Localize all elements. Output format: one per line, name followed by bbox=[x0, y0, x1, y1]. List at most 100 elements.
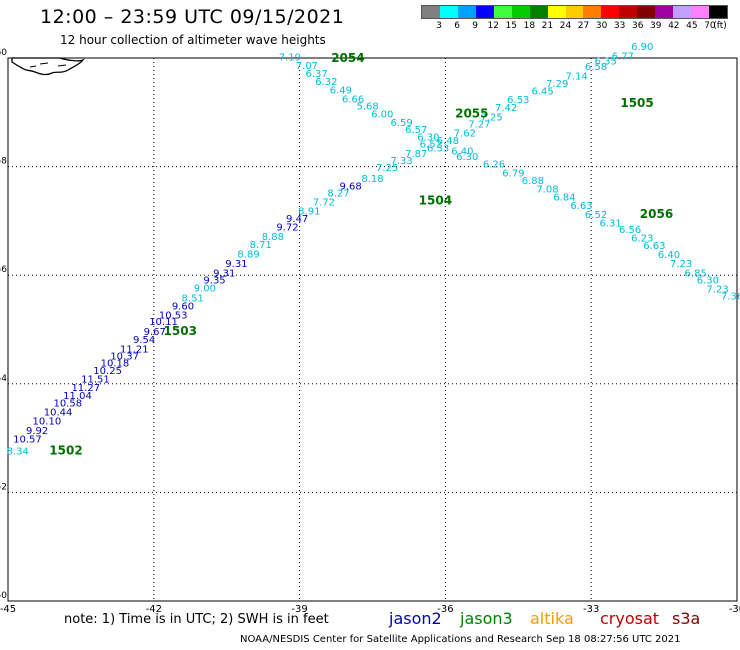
colorbar-tick-label: 42 bbox=[668, 21, 680, 31]
pass-number-label: 2055 bbox=[455, 107, 488, 121]
colorbar-swatch bbox=[583, 6, 602, 18]
wave-height-label: 6.63 bbox=[570, 201, 592, 212]
wave-height-label: 6.88 bbox=[522, 176, 544, 187]
wave-height-label: 10.10 bbox=[33, 417, 62, 428]
colorbar-tick-label: 24 bbox=[559, 21, 572, 31]
wave-height-label: 6.63 bbox=[643, 241, 665, 252]
colorbar-swatch bbox=[529, 6, 548, 18]
pass-number-label: 2054 bbox=[331, 51, 364, 65]
lat-tick-label: 56 bbox=[0, 265, 7, 275]
wave-height-label: 9.67 bbox=[144, 327, 166, 338]
wave-height-label: 6.23 bbox=[631, 234, 653, 245]
lon-tick-label: -42 bbox=[146, 604, 162, 615]
wave-height-label: 6.33 bbox=[427, 143, 449, 154]
colorbar-tick-label: 21 bbox=[541, 21, 554, 31]
wave-height-colorbar: 3 6 9 12 15 18 21 24 27 30 33 36 39 42 45 70 (ft) bbox=[421, 5, 728, 35]
lat-tick-label: 60 bbox=[0, 48, 7, 58]
wave-height-label: 7.87 bbox=[405, 149, 427, 160]
wave-height-label: 10.44 bbox=[44, 407, 73, 418]
wave-height-label: 7.23 bbox=[670, 259, 692, 270]
colorbar-swatch bbox=[422, 6, 440, 18]
wave-height-label: 6.77 bbox=[612, 52, 634, 63]
legend-jason3: jason3 bbox=[460, 609, 513, 628]
wave-height-label: 9.47 bbox=[286, 214, 308, 225]
wave-height-label: 10.18 bbox=[101, 358, 130, 369]
greenland-coastline bbox=[11, 57, 85, 76]
lat-tick-label: 50 bbox=[0, 591, 7, 601]
wave-height-label: 6.59 bbox=[391, 118, 413, 129]
wave-height-label: 11.51 bbox=[81, 375, 110, 386]
colorbar-tick-label: 9 bbox=[472, 21, 479, 31]
colorbar-unit: (ft) bbox=[713, 21, 727, 31]
wave-height-label: 9.31 bbox=[213, 268, 235, 279]
wave-height-label: 8.51 bbox=[182, 293, 204, 304]
colorbar-tick-label: 33 bbox=[613, 21, 626, 31]
wave-height-label: 6.66 bbox=[342, 95, 364, 106]
wave-height-label: 6.00 bbox=[371, 110, 393, 121]
pass-number-label: 2056 bbox=[640, 207, 673, 221]
lon-tick-label: -33 bbox=[583, 604, 599, 615]
colorbar-tick-label: 39 bbox=[650, 21, 662, 31]
wave-height-label: 9.35 bbox=[203, 275, 225, 286]
wave-height-label: 8.91 bbox=[298, 206, 320, 217]
wave-height-label: 11.27 bbox=[71, 383, 100, 394]
lon-tick-label: -30 bbox=[729, 604, 740, 615]
colorbar-tick-label: 30 bbox=[595, 21, 608, 31]
wave-height-label: 7.62 bbox=[454, 129, 476, 140]
colorbar-swatches bbox=[421, 5, 728, 19]
wave-height-label: 6.30 bbox=[697, 275, 719, 286]
wave-height-label: 7.42 bbox=[495, 103, 517, 114]
colorbar-tick-label: 3 bbox=[436, 21, 442, 31]
wave-height-label: 7.07 bbox=[296, 61, 318, 72]
wave-height-label: 6.48 bbox=[437, 136, 459, 147]
colorbar-tick-label: 15 bbox=[505, 21, 518, 31]
wave-height-label: 9.00 bbox=[194, 283, 216, 294]
wave-height-label: 6.84 bbox=[553, 192, 575, 203]
wave-height-label: 6.52 bbox=[420, 140, 442, 151]
footnote: note: 1) Time is in UTC; 2) SWH is in fe… bbox=[64, 612, 329, 627]
wave-height-label: 10.53 bbox=[159, 311, 188, 322]
wave-height-label: 9.68 bbox=[339, 181, 361, 192]
wave-height-label: 11.04 bbox=[63, 391, 92, 402]
colorbar-swatch bbox=[619, 6, 638, 18]
lon-tick-label: -45 bbox=[0, 604, 16, 615]
wave-height-label: 10.58 bbox=[53, 399, 82, 410]
wave-height-label: 7.25 bbox=[376, 163, 398, 174]
greenland-coastline-detail bbox=[29, 62, 67, 68]
wave-height-label: 6.30 bbox=[417, 133, 439, 144]
pass-number-label: 1503 bbox=[164, 324, 197, 338]
colorbar-swatch bbox=[493, 6, 512, 18]
colorbar-tick-label: 12 bbox=[487, 21, 499, 31]
colorbar-swatch bbox=[709, 6, 727, 18]
wave-height-label: 8.71 bbox=[250, 240, 272, 251]
colorbar-swatch bbox=[655, 6, 674, 18]
colorbar-swatch bbox=[547, 6, 566, 18]
pass-number-label: 1505 bbox=[620, 96, 653, 110]
wave-height-label: 7.23 bbox=[706, 285, 728, 296]
wave-height-label: 7.14 bbox=[565, 72, 587, 83]
wave-height-label: 9.60 bbox=[172, 301, 194, 312]
wave-height-label: 6.31 bbox=[600, 218, 622, 229]
wave-height-label: 9.92 bbox=[26, 426, 48, 437]
colorbar-tick-labels: 3 6 9 12 15 18 21 24 27 30 33 36 39 42 45 70 (ft) bbox=[421, 19, 728, 33]
colorbar-tick-label: 36 bbox=[631, 21, 644, 31]
legend-altika: altika bbox=[530, 609, 574, 628]
wave-height-label: 6.40 bbox=[658, 250, 680, 261]
wave-height-label: 6.32 bbox=[315, 77, 337, 88]
wave-height-label: 9.54 bbox=[133, 335, 155, 346]
wave-height-label: 6.56 bbox=[619, 225, 641, 236]
wave-height-label: 7.19 bbox=[279, 53, 301, 64]
colorbar-swatch bbox=[439, 6, 458, 18]
colorbar-swatch bbox=[511, 6, 530, 18]
lat-tick-label: 54 bbox=[0, 374, 7, 384]
wave-height-label: 10.11 bbox=[149, 317, 178, 328]
wave-height-label: 10.37 bbox=[110, 351, 139, 362]
wave-height-label: 8.18 bbox=[361, 174, 383, 185]
colorbar-tick-label: 18 bbox=[523, 21, 536, 31]
lat-tick-label: 52 bbox=[0, 482, 7, 492]
wave-height-label: 10.57 bbox=[13, 434, 42, 445]
lon-tick-label: -36 bbox=[437, 604, 453, 615]
wave-height-label: 6.40 bbox=[451, 147, 473, 158]
pass-number-label: 1504 bbox=[419, 194, 452, 208]
